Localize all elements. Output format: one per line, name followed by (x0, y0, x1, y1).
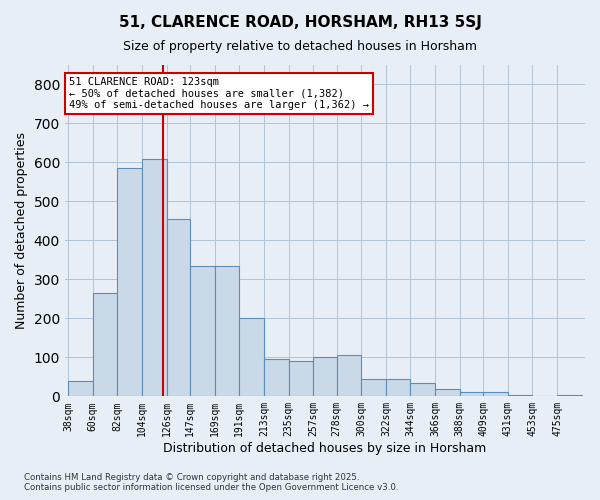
Bar (435, 388, 460, 396)
Bar (68, 380, 93, 396)
Bar (142, 158, 167, 396)
Text: Size of property relative to detached houses in Horsham: Size of property relative to detached ho… (123, 40, 477, 53)
X-axis label: Distribution of detached houses by size in Horsham: Distribution of detached houses by size … (163, 442, 487, 455)
Text: Contains HM Land Registry data © Crown copyright and database right 2025.
Contai: Contains HM Land Registry data © Crown c… (24, 473, 398, 492)
Text: 51 CLARENCE ROAD: 123sqm
← 50% of detached houses are smaller (1,382)
49% of sem: 51 CLARENCE ROAD: 123sqm ← 50% of detach… (69, 76, 369, 110)
Bar (190, 266, 215, 396)
Bar (483, 392, 508, 396)
Bar (410, 382, 435, 396)
Bar (167, 219, 190, 396)
Bar (313, 358, 337, 397)
Bar (93, 293, 118, 397)
Bar (215, 266, 239, 396)
Text: 51, CLARENCE ROAD, HORSHAM, RH13 5SJ: 51, CLARENCE ROAD, HORSHAM, RH13 5SJ (119, 15, 481, 30)
Bar (239, 318, 264, 396)
Y-axis label: Number of detached properties: Number of detached properties (15, 132, 28, 329)
Bar (118, 168, 142, 396)
Bar (361, 379, 386, 396)
Bar (337, 356, 361, 397)
Bar (264, 360, 289, 397)
Bar (386, 379, 410, 396)
Bar (289, 362, 313, 396)
Bar (557, 395, 581, 396)
Bar (460, 392, 483, 396)
Bar (508, 395, 532, 396)
